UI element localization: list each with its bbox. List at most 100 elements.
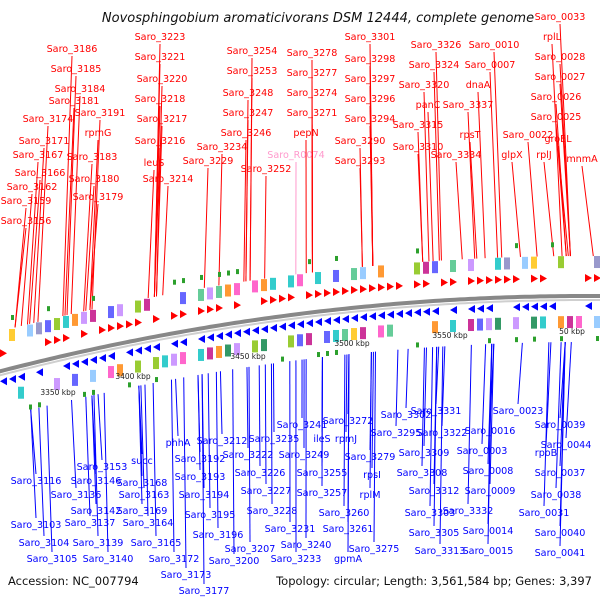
reverse-callout-line xyxy=(85,396,91,517)
forward-feature-arrow xyxy=(414,280,421,289)
forward-feature-arrow xyxy=(531,274,538,283)
reverse-callout-line xyxy=(423,347,427,447)
forward-cog-block xyxy=(198,288,204,301)
forward-callout-line xyxy=(155,125,163,297)
forward-callout-line xyxy=(27,161,39,325)
reverse-feature-arrow xyxy=(585,302,592,310)
reverse-cog-block xyxy=(540,316,546,329)
reverse-rna-tick xyxy=(29,404,32,410)
forward-feature-arrow xyxy=(360,285,367,294)
reverse-cog-block xyxy=(261,339,267,352)
reverse-label-saro-3164: Saro_3164 xyxy=(123,518,174,529)
forward-cog-block xyxy=(351,268,357,281)
reverse-label-saro-3241: Saro_3241 xyxy=(277,420,328,431)
reverse-cog-block xyxy=(531,316,537,329)
forward-label-saro-3180: Saro_3180 xyxy=(69,174,120,185)
forward-feature-arrow xyxy=(423,279,430,288)
forward-cog-block xyxy=(450,260,456,273)
forward-callout-line xyxy=(477,91,486,259)
reverse-callout-line xyxy=(152,383,157,537)
forward-label-saro-3217: Saro_3217 xyxy=(137,114,188,125)
forward-label-saro-3301: Saro_3301 xyxy=(345,32,396,43)
forward-feature-arrow xyxy=(486,276,493,285)
forward-callout-line xyxy=(83,163,93,312)
feature-callout-lines xyxy=(14,23,594,585)
reverse-cog-block xyxy=(297,334,303,347)
forward-feature-arrow xyxy=(63,333,70,342)
reverse-label-saro-3165: Saro_3165 xyxy=(131,538,182,549)
reverse-rna-tick xyxy=(317,352,320,358)
forward-cog-block xyxy=(297,274,303,287)
reverse-cog-block xyxy=(576,316,582,329)
reverse-label-saro-3228: Saro_3228 xyxy=(247,506,298,517)
reverse-label-saro-0014: Saro_0014 xyxy=(463,526,514,537)
forward-rna-tick xyxy=(416,248,419,254)
reverse-cog-block xyxy=(171,353,177,366)
reverse-label-saro-3231: Saro_3231 xyxy=(265,524,316,535)
reverse-callout-line xyxy=(264,364,267,485)
forward-label-saro-3185: Saro_3185 xyxy=(51,64,102,75)
forward-rna-tick xyxy=(92,295,95,301)
forward-feature-arrow xyxy=(324,288,331,297)
reverse-cog-block xyxy=(594,316,600,329)
reverse-gene-labels: Saro_3116 Saro_3153 Saro_3146 succ Saro_3136… xyxy=(11,406,592,597)
forward-label-rpst: rpsT xyxy=(460,130,481,141)
reverse-label-saro-3163: Saro_3163 xyxy=(119,490,170,501)
forward-label-saro-3221: Saro_3221 xyxy=(135,52,186,63)
forward-label-saro-3246: Saro_3246 xyxy=(221,128,272,139)
forward-cog-block xyxy=(531,256,537,269)
reverse-label-saro-3195: Saro_3195 xyxy=(185,510,236,521)
forward-label-saro-3277: Saro_3277 xyxy=(287,68,338,79)
reverse-label-saro-3137: Saro_3137 xyxy=(65,518,116,529)
forward-cog-block xyxy=(468,259,474,272)
accession-text: Accession: NC_007794 xyxy=(8,574,139,588)
forward-callout-line xyxy=(62,55,73,316)
forward-callout-line xyxy=(467,111,476,259)
reverse-callout-line xyxy=(91,395,97,505)
forward-label-saro-3297: Saro_3297 xyxy=(345,74,396,85)
forward-label-saro-3234: Saro_3234 xyxy=(197,142,248,153)
reverse-label-saro-3332: Saro_3332 xyxy=(443,506,494,517)
reverse-label-saro-3302: Saro_3302 xyxy=(381,410,432,421)
forward-cog-block xyxy=(234,283,240,296)
reverse-cog-block xyxy=(468,319,474,332)
reverse-label-saro-3313: Saro_3313 xyxy=(415,546,466,557)
forward-rna-tick xyxy=(200,274,203,280)
reverse-rna-tick xyxy=(416,342,419,348)
forward-label-saro-3274: Saro_3274 xyxy=(287,88,338,99)
reverse-cog-block xyxy=(153,357,159,370)
reverse-label-saro-0023: Saro_0023 xyxy=(493,406,544,417)
forward-rna-tick xyxy=(236,269,239,275)
forward-feature-arrow xyxy=(45,338,52,347)
reverse-feature-arrow xyxy=(306,319,313,328)
reverse-cog-block xyxy=(180,352,186,365)
forward-feature-arrow xyxy=(261,297,268,306)
reverse-feature-arrow xyxy=(522,302,529,311)
forward-label-saro-3223: Saro_3223 xyxy=(135,32,186,43)
reverse-callout-line xyxy=(395,349,399,427)
reverse-callout-line xyxy=(93,395,99,537)
reverse-label-saro-3194: Saro_3194 xyxy=(179,490,230,501)
forward-label-saro-3290: Saro_3290 xyxy=(335,136,386,147)
reverse-callout-line xyxy=(559,342,566,547)
reverse-callout-line xyxy=(215,371,219,529)
reverse-cog-block xyxy=(198,348,204,361)
forward-label-saro-3326: Saro_3326 xyxy=(411,40,462,51)
forward-feature-arrow xyxy=(108,324,115,333)
forward-cog-block xyxy=(558,256,564,269)
reverse-rna-tick xyxy=(515,337,518,343)
forward-label-saro-0022: Saro_0022 xyxy=(503,130,554,141)
reverse-callout-line xyxy=(439,346,444,545)
reverse-label-saro-3139: Saro_3139 xyxy=(73,538,124,549)
forward-label-saro-3254: Saro_3254 xyxy=(227,46,278,57)
forward-feature-arrow xyxy=(513,275,520,284)
forward-cog-block xyxy=(63,315,69,328)
forward-feature-arrow xyxy=(99,325,106,334)
reverse-feature-arrow xyxy=(99,353,106,362)
reverse-feature-arrow xyxy=(36,368,43,377)
forward-label-saro-3334: Saro_3334 xyxy=(431,150,482,161)
reverse-feature-arrow xyxy=(450,306,457,315)
reverse-cog-block xyxy=(162,355,168,368)
reverse-callout-line xyxy=(175,378,179,437)
reverse-feature-arrow xyxy=(243,327,250,336)
